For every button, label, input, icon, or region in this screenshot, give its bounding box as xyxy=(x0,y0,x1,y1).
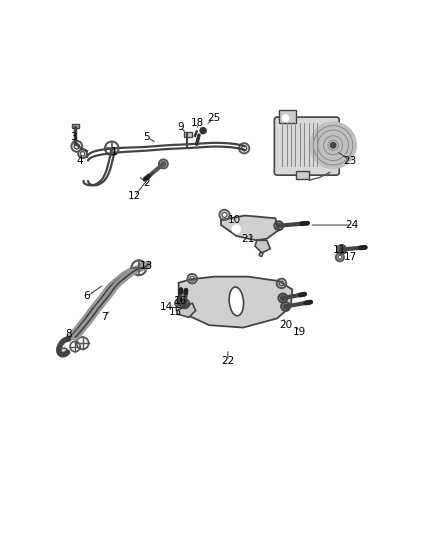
Circle shape xyxy=(310,122,356,168)
Text: 7: 7 xyxy=(101,312,107,322)
Text: 16: 16 xyxy=(174,296,187,306)
FancyBboxPatch shape xyxy=(72,124,78,128)
Text: 23: 23 xyxy=(343,156,357,166)
Ellipse shape xyxy=(229,287,244,316)
Circle shape xyxy=(200,127,206,134)
Text: 19: 19 xyxy=(293,327,306,337)
Text: 21: 21 xyxy=(242,233,255,244)
Circle shape xyxy=(282,115,289,122)
Text: 20: 20 xyxy=(279,320,292,330)
Text: 9: 9 xyxy=(177,122,184,132)
Text: 1: 1 xyxy=(111,147,117,157)
FancyBboxPatch shape xyxy=(296,171,309,179)
Polygon shape xyxy=(221,215,279,240)
Text: 6: 6 xyxy=(84,292,90,301)
Text: 11: 11 xyxy=(333,246,346,255)
Circle shape xyxy=(330,142,336,148)
Polygon shape xyxy=(259,253,263,256)
Text: 10: 10 xyxy=(228,215,241,225)
Text: 15: 15 xyxy=(169,306,182,317)
Text: 5: 5 xyxy=(143,132,150,142)
FancyBboxPatch shape xyxy=(184,132,192,137)
Text: 4: 4 xyxy=(77,156,84,166)
Text: 25: 25 xyxy=(208,113,221,123)
FancyBboxPatch shape xyxy=(274,117,339,175)
Ellipse shape xyxy=(58,348,67,354)
Polygon shape xyxy=(255,240,270,253)
Text: 13: 13 xyxy=(140,261,153,271)
Text: 3: 3 xyxy=(70,132,77,142)
Text: 18: 18 xyxy=(191,118,204,128)
Text: 24: 24 xyxy=(345,220,358,230)
Text: 14: 14 xyxy=(160,302,173,311)
Text: 17: 17 xyxy=(343,252,357,262)
Text: 22: 22 xyxy=(221,356,234,366)
Polygon shape xyxy=(179,277,293,328)
Text: 8: 8 xyxy=(65,329,72,338)
Circle shape xyxy=(232,225,240,233)
Text: 12: 12 xyxy=(128,191,141,201)
Text: 2: 2 xyxy=(143,177,150,188)
FancyBboxPatch shape xyxy=(279,110,296,123)
Polygon shape xyxy=(177,303,196,317)
